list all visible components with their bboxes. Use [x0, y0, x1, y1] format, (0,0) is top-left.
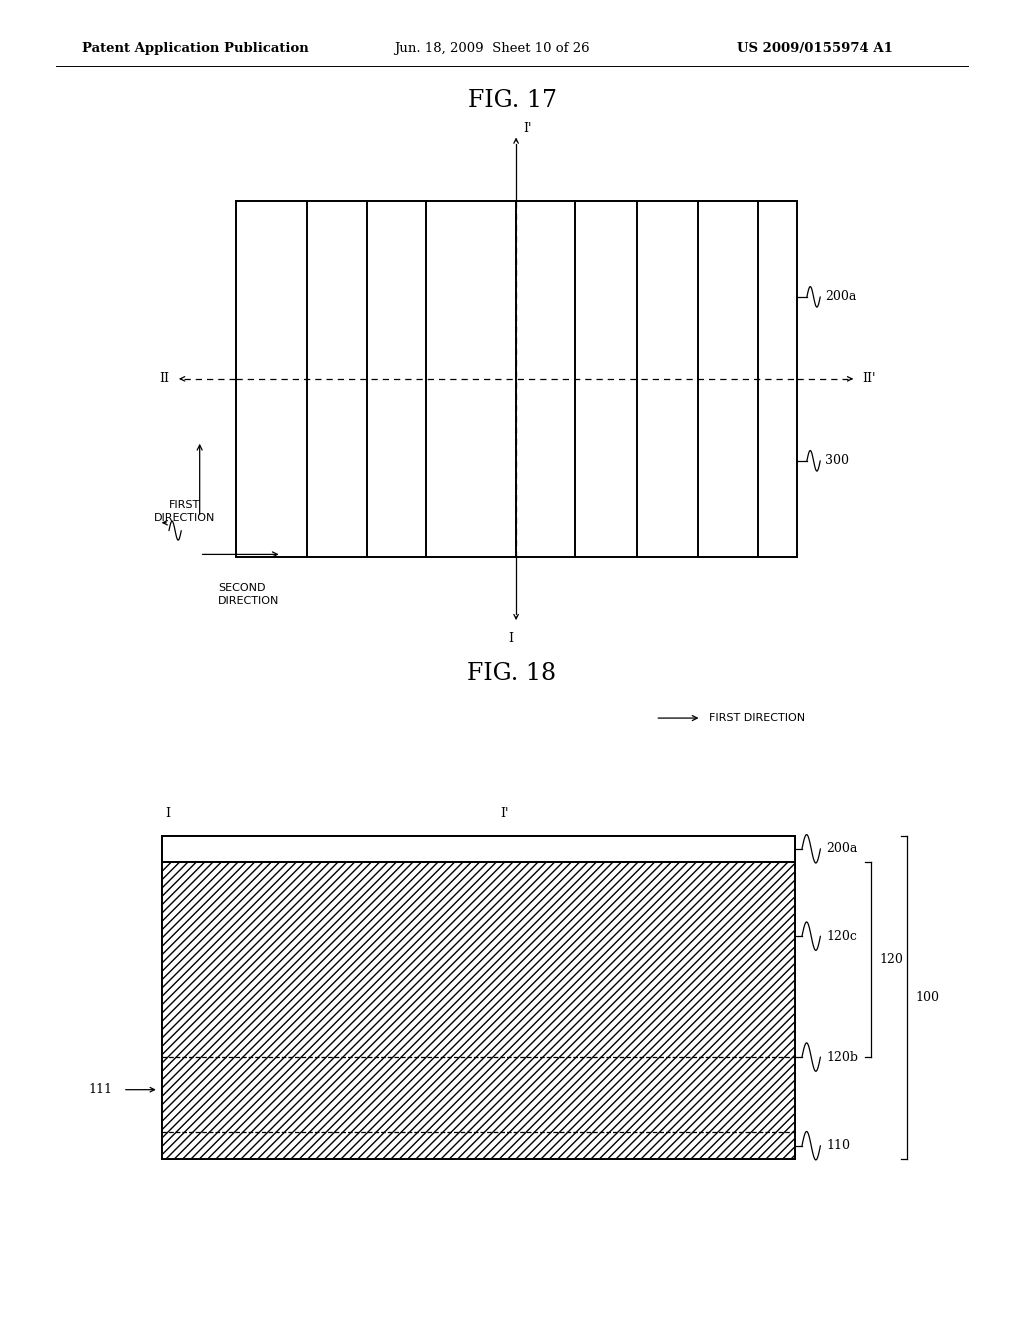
Text: I': I' — [523, 121, 531, 135]
Bar — [162, 836, 795, 862]
Text: Jun. 18, 2009  Sheet 10 of 26: Jun. 18, 2009 Sheet 10 of 26 — [394, 42, 590, 54]
Text: 200a: 200a — [825, 290, 857, 304]
Text: 110: 110 — [826, 1139, 851, 1152]
Text: I': I' — [501, 807, 509, 820]
Text: FIG. 17: FIG. 17 — [468, 88, 556, 112]
Text: US 2009/0155974 A1: US 2009/0155974 A1 — [737, 42, 893, 54]
Text: FIG. 18: FIG. 18 — [467, 661, 557, 685]
Text: I: I — [165, 807, 170, 820]
Text: 200a: 200a — [826, 842, 858, 855]
Bar — [162, 836, 795, 1159]
Bar — [236, 201, 797, 557]
Text: 120b: 120b — [826, 1051, 858, 1064]
Text: FIRST
DIRECTION: FIRST DIRECTION — [154, 500, 215, 523]
Text: 100: 100 — [915, 991, 939, 1003]
Text: II': II' — [862, 372, 876, 385]
Text: SECOND
DIRECTION: SECOND DIRECTION — [218, 583, 280, 606]
Text: FIRST DIRECTION: FIRST DIRECTION — [709, 713, 805, 723]
Text: I: I — [509, 632, 513, 645]
Text: 120c: 120c — [826, 929, 857, 942]
Text: II: II — [159, 372, 169, 385]
Text: 111: 111 — [89, 1084, 113, 1096]
Text: 120: 120 — [880, 953, 903, 966]
Text: Patent Application Publication: Patent Application Publication — [82, 42, 308, 54]
Bar — [162, 836, 795, 1159]
Bar — [162, 1057, 795, 1159]
Bar — [162, 862, 795, 1057]
Text: 300: 300 — [825, 454, 849, 467]
